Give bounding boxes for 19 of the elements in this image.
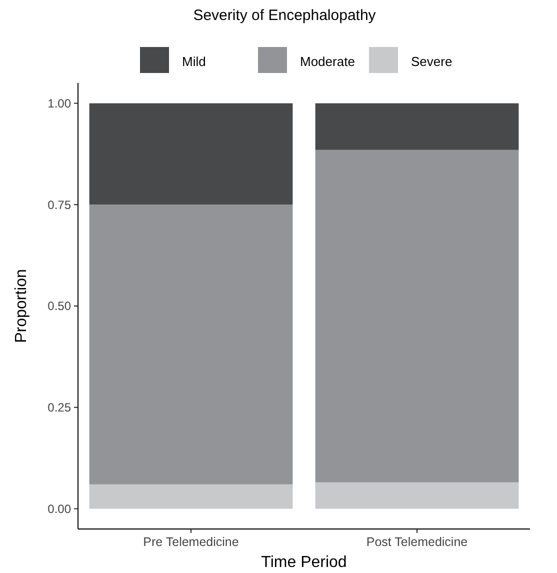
y-axis-title: Proportion <box>13 269 30 343</box>
y-tick-label: 0.50 <box>48 299 72 314</box>
x-tick-label: Post Telemedicine <box>366 535 468 549</box>
y-tick-label: 0.00 <box>48 502 72 516</box>
legend-title: Severity of Encephalopathy <box>193 7 376 24</box>
bar <box>315 150 519 482</box>
y-tick-label: 0.75 <box>48 198 72 212</box>
y-tick-label: 1.00 <box>48 96 72 110</box>
x-tick-label: Pre Telemedicine <box>143 535 239 549</box>
y-tick-label: 0.25 <box>48 400 72 415</box>
legend-label: Mild <box>182 54 206 69</box>
legend-label: Severe <box>411 54 452 69</box>
bar <box>315 103 519 150</box>
x-axis-title: Time Period <box>261 554 347 571</box>
bar <box>89 204 293 484</box>
bar <box>315 482 519 509</box>
legend-label: Moderate <box>300 54 355 69</box>
bar <box>89 103 293 205</box>
bar <box>89 484 293 509</box>
